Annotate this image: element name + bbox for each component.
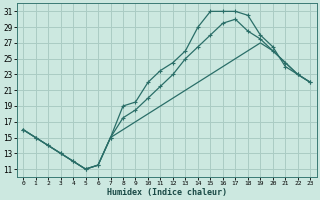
X-axis label: Humidex (Indice chaleur): Humidex (Indice chaleur): [107, 188, 227, 197]
